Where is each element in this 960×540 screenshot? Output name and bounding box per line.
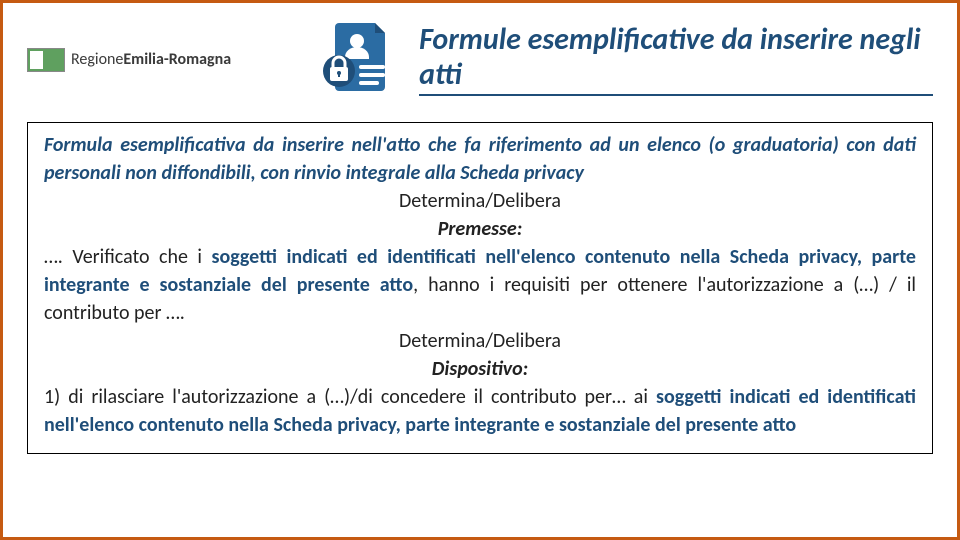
dispositivo-paragraph: 1) di rilasciare l'autorizzazione a (…)/… — [44, 383, 916, 439]
logo-text-bold: Emilia-Romagna — [123, 50, 231, 69]
section1-type: Determina/Delibera — [44, 187, 916, 215]
slide-frame: RegioneEmilia-Romagna Formule esemplific… — [0, 0, 960, 540]
logo-text-plain: Regione — [71, 50, 123, 69]
region-flag-icon — [27, 48, 65, 72]
lead-paragraph: Formula esemplificativa da inserire nell… — [44, 131, 916, 187]
slide-title: Formule esemplificative da inserire negl… — [419, 23, 933, 96]
region-logo: RegioneEmilia-Romagna — [27, 48, 231, 72]
region-logo-text: RegioneEmilia-Romagna — [71, 50, 231, 69]
section2-label: Dispositivo: — [44, 355, 916, 383]
para1-pre: …. Verificato che i — [44, 245, 212, 269]
premesse-paragraph: …. Verificato che i soggetti indicati ed… — [44, 243, 916, 327]
para2-pre: 1) di rilasciare l'autorizzazione a (…)/… — [44, 385, 656, 409]
content-box: Formula esemplificativa da inserire nell… — [27, 122, 933, 454]
privacy-profile-lock-icon — [315, 17, 395, 102]
section1-label: Premesse: — [44, 215, 916, 243]
header: RegioneEmilia-Romagna Formule esemplific… — [27, 17, 933, 102]
section2-type: Determina/Delibera — [44, 327, 916, 355]
